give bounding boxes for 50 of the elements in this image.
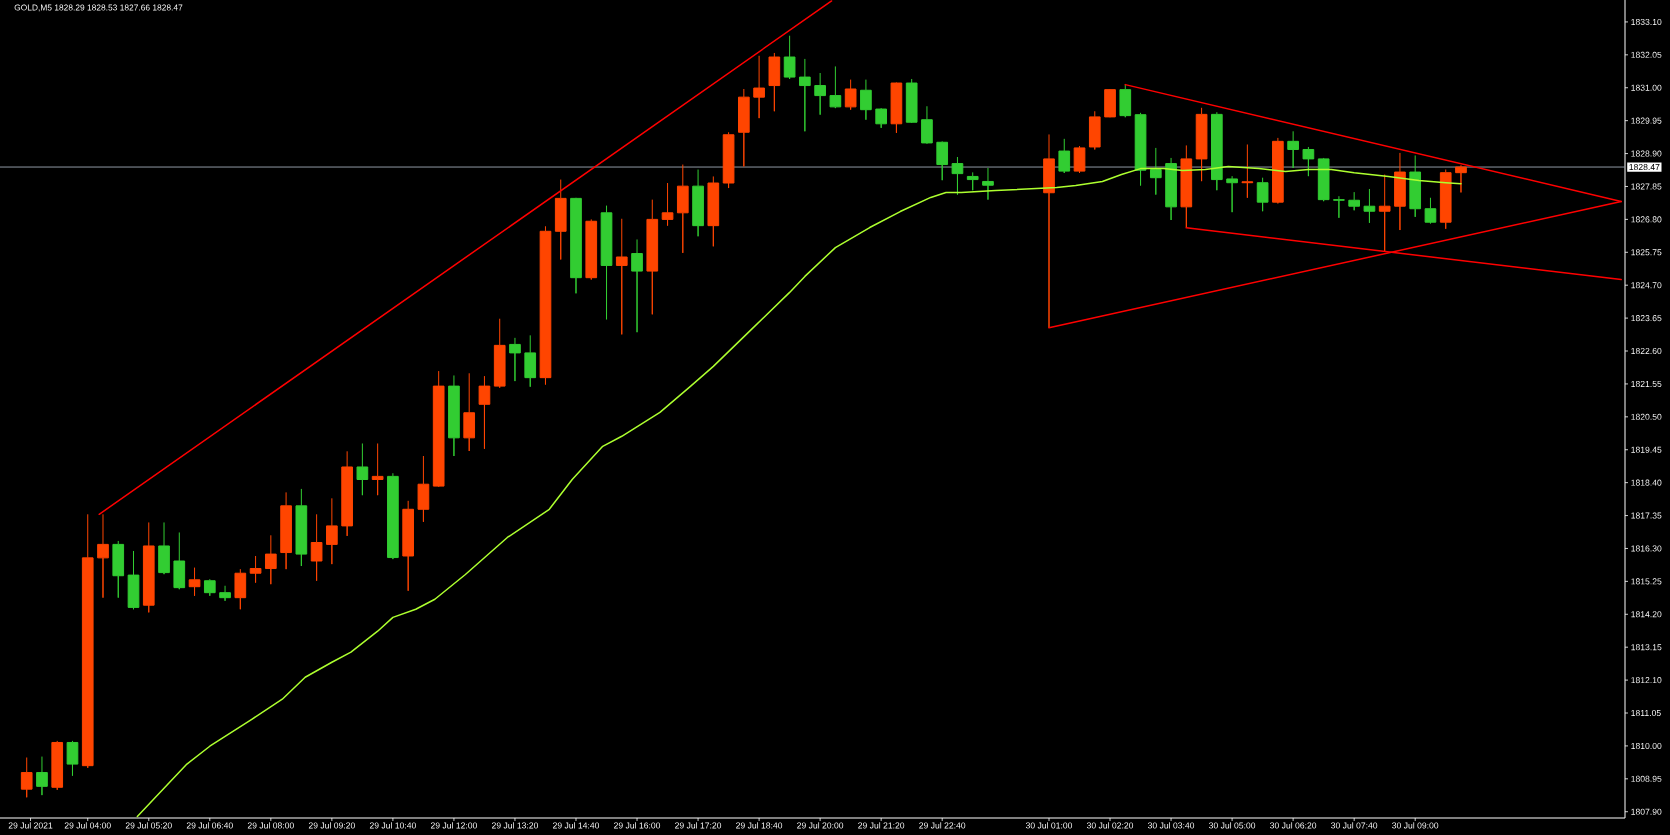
x-tick-label: 30 Jul 09:00 — [1392, 822, 1439, 829]
y-tick-label: 1811.05 — [1631, 709, 1661, 717]
y-tick-label: 1832.05 — [1631, 51, 1662, 58]
x-tick-label: 29 Jul 14:40 — [553, 822, 600, 829]
y-tick-label: 1831.00 — [1631, 84, 1662, 91]
y-tick-label: 1827.85 — [1631, 183, 1662, 190]
y-tick-label: 1828.90 — [1631, 150, 1662, 157]
y-tick-label: 1818.40 — [1631, 479, 1662, 486]
x-tick-label: 29 Jul 13:20 — [491, 822, 539, 829]
y-tick-label: 1822.60 — [1631, 347, 1662, 355]
x-tick-label: 30 Jul 01:00 — [1025, 822, 1073, 829]
y-tick-label: 1816.30 — [1631, 545, 1662, 552]
y-tick-label: 1813.15 — [1631, 644, 1662, 651]
x-tick-label: 29 Jul 17:20 — [675, 822, 722, 829]
y-tick-label: 1826.80 — [1631, 216, 1662, 223]
chart-title: GOLD,M5 1828.29 1828.53 1827.66 1828.47 — [14, 4, 183, 12]
ref-line-label: 1828.47 — [1629, 164, 1660, 171]
y-tick-label: 1808.95 — [1631, 775, 1662, 782]
y-tick-label: 1824.70 — [1631, 282, 1662, 289]
y-tick-label: 1814.20 — [1631, 611, 1662, 618]
y-tick-label: 1812.10 — [1631, 677, 1662, 684]
y-tick-label: 1821.55 — [1631, 380, 1662, 387]
y-tick-label: 1819.45 — [1631, 446, 1662, 453]
x-tick-label: 29 Jul 12:00 — [430, 822, 477, 829]
x-tick-label: 29 Jul 2021 — [8, 822, 53, 829]
y-tick-label: 1829.95 — [1631, 117, 1662, 124]
x-tick-label: 29 Jul 06:40 — [186, 822, 233, 829]
x-tick-label: 29 Jul 05:20 — [125, 822, 172, 829]
x-tick-label: 30 Jul 07:40 — [1331, 822, 1378, 829]
x-tick-label: 30 Jul 05:00 — [1209, 822, 1256, 829]
x-tick-label: 29 Jul 10:40 — [369, 822, 416, 829]
x-tick-label: 29 Jul 18:40 — [736, 822, 783, 829]
y-tick-label: 1823.65 — [1631, 315, 1662, 322]
x-tick-label: 29 Jul 21:20 — [858, 822, 905, 829]
x-tick-label: 30 Jul 06:20 — [1270, 822, 1317, 829]
x-tick-label: 30 Jul 03:40 — [1147, 822, 1195, 829]
y-tick-label: 1833.10 — [1631, 18, 1662, 25]
y-tick-label: 1820.50 — [1631, 413, 1662, 420]
x-tick-label: 29 Jul 22:40 — [919, 822, 966, 829]
x-tick-label: 29 Jul 20:00 — [797, 822, 844, 829]
x-tick-label: 29 Jul 08:00 — [247, 822, 294, 829]
x-tick-label: 30 Jul 02:20 — [1086, 822, 1134, 829]
y-tick-label: 1817.35 — [1631, 512, 1662, 519]
x-tick-label: 29 Jul 16:00 — [614, 822, 661, 829]
y-tick-label: 1825.75 — [1631, 249, 1662, 256]
y-tick-label: 1815.25 — [1631, 578, 1662, 585]
x-tick-label: 29 Jul 04:00 — [64, 822, 111, 829]
x-tick-label: 29 Jul 09:20 — [308, 822, 355, 829]
y-tick-label: 1810.00 — [1631, 742, 1662, 749]
y-tick-label: 1807.90 — [1631, 808, 1662, 815]
